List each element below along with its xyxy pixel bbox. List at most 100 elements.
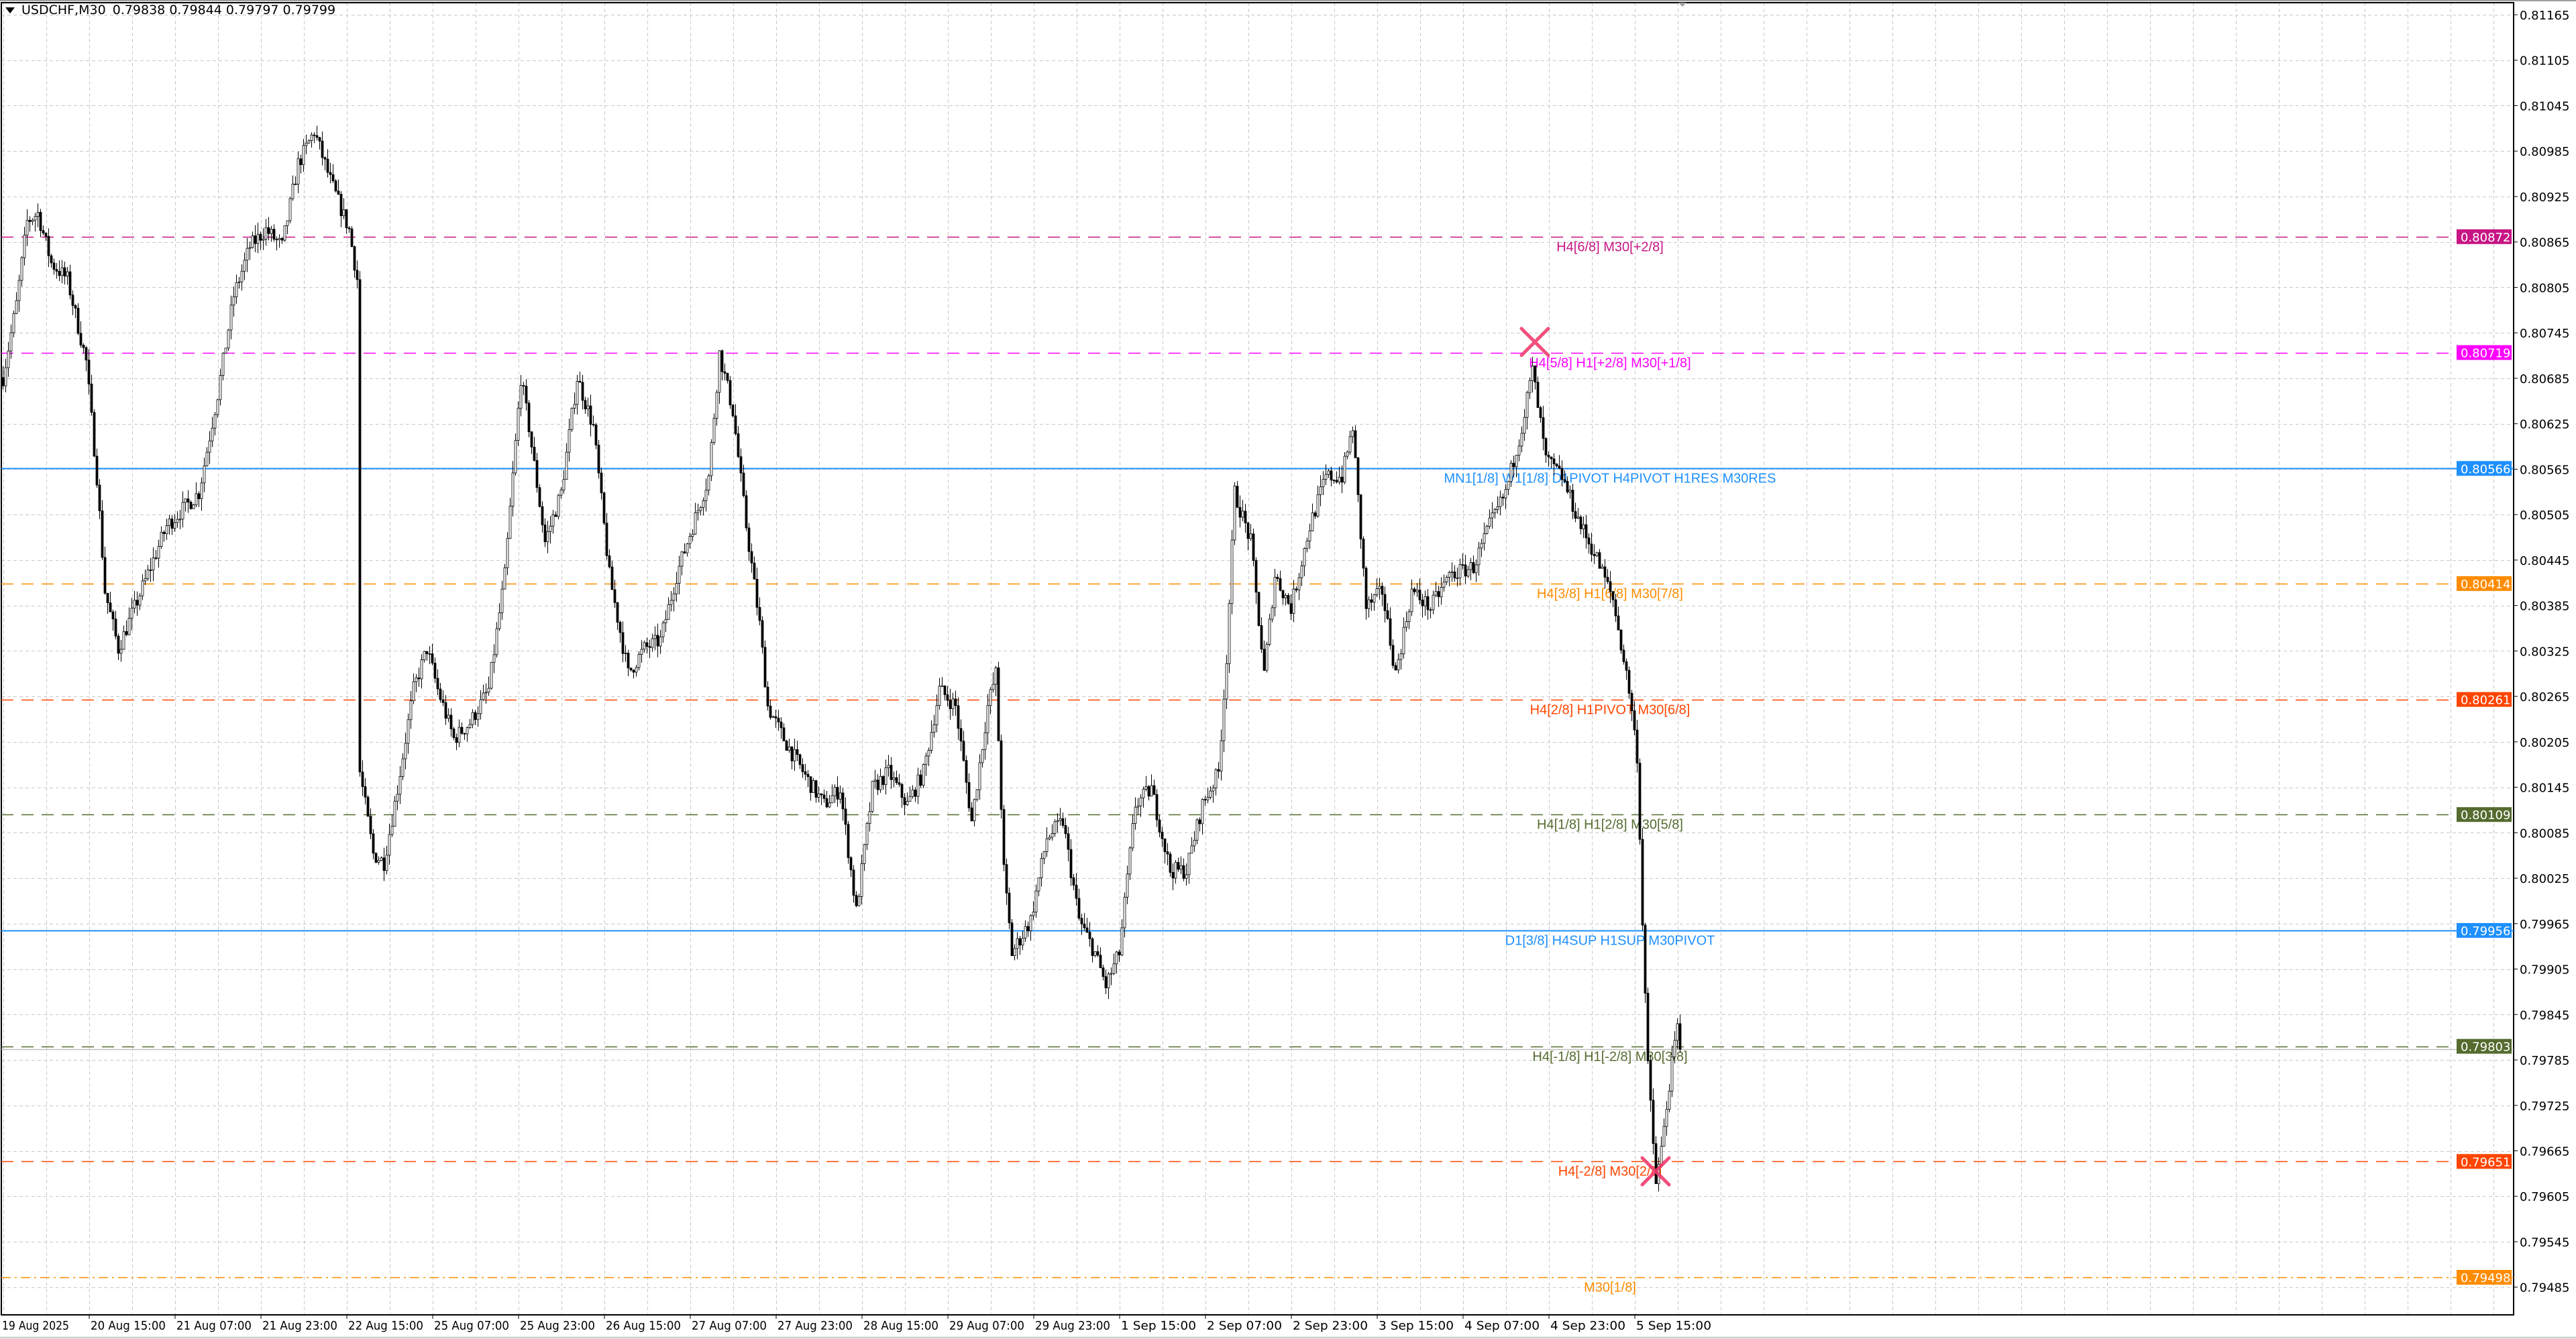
candle-body	[157, 546, 160, 559]
candle-body	[1187, 853, 1191, 875]
candle-body	[235, 282, 238, 297]
candle-body	[1603, 566, 1607, 578]
candle-body	[1222, 698, 1226, 741]
x-tick-label: 28 Aug 15:00	[863, 1319, 938, 1333]
candle-body	[162, 531, 166, 534]
candle-body	[119, 649, 123, 654]
candle-body	[1359, 494, 1362, 539]
candle-body	[997, 667, 1000, 741]
candle-body	[1295, 588, 1298, 590]
candle-body	[1195, 819, 1199, 841]
level-label: MN1[1/8] W1[1/8] D1PIVOT H4PIVOT H1RES M…	[1444, 472, 1776, 486]
candle-body	[160, 531, 163, 547]
candle-body	[95, 456, 99, 486]
candle-body	[1056, 820, 1059, 822]
level-label: H4[1/8] H1[2/8] M30[5/8]	[1537, 818, 1683, 833]
y-tick-label: 0.80805	[2520, 281, 2569, 295]
candle-body	[1139, 797, 1142, 806]
candle-body	[1633, 710, 1636, 731]
candle-body	[710, 442, 713, 476]
candle-body	[1410, 588, 1413, 612]
candle-body	[702, 500, 705, 508]
candle-body	[186, 498, 190, 502]
level-price-label: 0.80261	[2461, 694, 2510, 708]
candle-body	[1209, 790, 1212, 798]
candle-body	[1319, 486, 1322, 495]
x-tick-label: 22 Aug 15:00	[348, 1319, 423, 1333]
candle-body	[1544, 438, 1548, 456]
candle-body	[922, 764, 925, 786]
candle-body	[1525, 392, 1529, 418]
candle-body	[804, 771, 807, 775]
candle-body	[420, 659, 423, 680]
candle-body	[1426, 596, 1430, 610]
candle-body	[1034, 890, 1038, 913]
candle-body	[385, 855, 388, 871]
candle-body	[691, 533, 694, 537]
candle-body	[1450, 572, 1454, 573]
level-price-box	[2457, 807, 2512, 822]
collapse-triangle-icon[interactable]	[5, 7, 15, 13]
candle-body	[136, 600, 139, 606]
candle-body	[339, 194, 343, 217]
candle-body	[1474, 564, 1478, 574]
candle-body	[914, 790, 917, 797]
candle-body	[525, 386, 528, 404]
candle-body	[154, 557, 158, 559]
candle-body	[1037, 877, 1040, 892]
level-price-label: 0.80719	[2461, 347, 2510, 361]
candle-body	[98, 484, 101, 511]
candle-body	[943, 686, 947, 696]
candle-body	[1220, 740, 1223, 771]
candle-body	[1453, 572, 1456, 578]
candle-body	[1064, 825, 1067, 835]
candle-body	[1432, 594, 1435, 610]
candle-body	[1042, 851, 1046, 859]
candle-body	[871, 781, 874, 812]
candle-body	[197, 493, 201, 499]
candle-body	[1032, 912, 1035, 916]
level-label: M30[1/8]	[1584, 1281, 1636, 1295]
candle-body	[334, 180, 337, 192]
y-tick-label: 0.79785	[2520, 1054, 2569, 1068]
candle-body	[715, 392, 718, 419]
candle-body	[323, 157, 327, 160]
candle-body	[1072, 877, 1075, 886]
candle-body	[476, 713, 480, 720]
candle-body	[1364, 568, 1368, 609]
candle-body	[745, 495, 748, 529]
candle-body	[788, 746, 791, 751]
candle-body	[1635, 729, 1639, 763]
candle-body	[267, 227, 270, 234]
candle-body	[407, 719, 410, 744]
candle-body	[962, 741, 965, 761]
candle-body	[76, 307, 80, 334]
candle-body	[1587, 537, 1591, 545]
y-tick-label: 0.80385	[2520, 600, 2569, 614]
candle-body	[1045, 839, 1049, 852]
x-tick-label: 27 Aug 23:00	[777, 1319, 853, 1333]
candle-body	[860, 863, 863, 897]
level-price-box	[2457, 922, 2512, 938]
candle-body	[68, 271, 72, 296]
candle-body	[87, 360, 91, 384]
candle-body	[688, 536, 692, 545]
candle-body	[243, 260, 246, 272]
candle-body	[366, 796, 370, 817]
candle-body	[771, 716, 775, 718]
candle-body	[1560, 468, 1564, 480]
candle-body	[734, 415, 737, 434]
candle-body	[463, 733, 466, 735]
candle-body	[898, 782, 901, 785]
candle-body	[1225, 663, 1228, 700]
level-price-label: 0.80109	[2461, 808, 2510, 822]
candle-body	[989, 689, 992, 706]
candle-body	[1120, 927, 1124, 956]
candle-body	[1515, 455, 1518, 468]
candle-body	[39, 211, 42, 231]
candle-body	[1102, 967, 1105, 977]
candle-body	[1316, 494, 1320, 517]
candle-body	[1343, 456, 1346, 483]
candle-body	[1576, 517, 1580, 519]
